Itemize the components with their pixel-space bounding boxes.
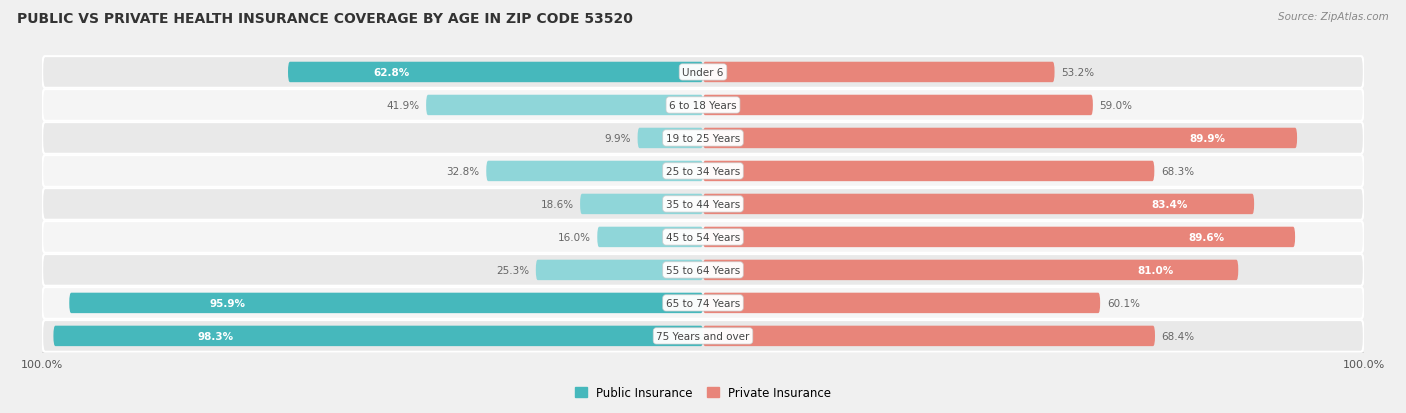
Text: 25.3%: 25.3% bbox=[496, 265, 529, 275]
Text: 16.0%: 16.0% bbox=[558, 233, 591, 242]
FancyBboxPatch shape bbox=[42, 123, 1364, 154]
FancyBboxPatch shape bbox=[637, 128, 703, 149]
FancyBboxPatch shape bbox=[42, 287, 1364, 319]
FancyBboxPatch shape bbox=[288, 63, 703, 83]
FancyBboxPatch shape bbox=[42, 189, 1364, 220]
Text: 9.9%: 9.9% bbox=[605, 134, 631, 144]
Text: PUBLIC VS PRIVATE HEALTH INSURANCE COVERAGE BY AGE IN ZIP CODE 53520: PUBLIC VS PRIVATE HEALTH INSURANCE COVER… bbox=[17, 12, 633, 26]
FancyBboxPatch shape bbox=[53, 326, 703, 346]
Text: 6 to 18 Years: 6 to 18 Years bbox=[669, 101, 737, 111]
FancyBboxPatch shape bbox=[703, 326, 1154, 346]
FancyBboxPatch shape bbox=[42, 57, 1364, 88]
Text: 45 to 54 Years: 45 to 54 Years bbox=[666, 233, 740, 242]
FancyBboxPatch shape bbox=[703, 194, 1254, 215]
Text: 60.1%: 60.1% bbox=[1107, 298, 1140, 308]
FancyBboxPatch shape bbox=[703, 161, 1154, 182]
FancyBboxPatch shape bbox=[703, 128, 1298, 149]
Text: 98.3%: 98.3% bbox=[198, 331, 233, 341]
Text: 68.4%: 68.4% bbox=[1161, 331, 1195, 341]
FancyBboxPatch shape bbox=[42, 254, 1364, 286]
FancyBboxPatch shape bbox=[703, 227, 1295, 247]
Legend: Public Insurance, Private Insurance: Public Insurance, Private Insurance bbox=[571, 381, 835, 404]
Text: 18.6%: 18.6% bbox=[540, 199, 574, 209]
Text: 35 to 44 Years: 35 to 44 Years bbox=[666, 199, 740, 209]
FancyBboxPatch shape bbox=[703, 293, 1099, 313]
Text: 32.8%: 32.8% bbox=[447, 166, 479, 176]
Text: 83.4%: 83.4% bbox=[1152, 199, 1188, 209]
Text: 53.2%: 53.2% bbox=[1062, 68, 1094, 78]
FancyBboxPatch shape bbox=[536, 260, 703, 280]
Text: 68.3%: 68.3% bbox=[1161, 166, 1194, 176]
FancyBboxPatch shape bbox=[598, 227, 703, 247]
Text: 65 to 74 Years: 65 to 74 Years bbox=[666, 298, 740, 308]
FancyBboxPatch shape bbox=[42, 320, 1364, 352]
Text: 89.6%: 89.6% bbox=[1188, 233, 1225, 242]
Text: 81.0%: 81.0% bbox=[1137, 265, 1174, 275]
Text: 41.9%: 41.9% bbox=[387, 101, 419, 111]
Text: Under 6: Under 6 bbox=[682, 68, 724, 78]
FancyBboxPatch shape bbox=[486, 161, 703, 182]
FancyBboxPatch shape bbox=[42, 221, 1364, 253]
FancyBboxPatch shape bbox=[42, 156, 1364, 188]
Text: 19 to 25 Years: 19 to 25 Years bbox=[666, 134, 740, 144]
Text: 75 Years and over: 75 Years and over bbox=[657, 331, 749, 341]
FancyBboxPatch shape bbox=[42, 90, 1364, 121]
Text: 62.8%: 62.8% bbox=[374, 68, 411, 78]
FancyBboxPatch shape bbox=[703, 63, 1054, 83]
FancyBboxPatch shape bbox=[703, 95, 1092, 116]
Text: 95.9%: 95.9% bbox=[209, 298, 246, 308]
FancyBboxPatch shape bbox=[581, 194, 703, 215]
Text: 25 to 34 Years: 25 to 34 Years bbox=[666, 166, 740, 176]
Text: 59.0%: 59.0% bbox=[1099, 101, 1132, 111]
Text: 89.9%: 89.9% bbox=[1189, 134, 1226, 144]
FancyBboxPatch shape bbox=[426, 95, 703, 116]
Text: 55 to 64 Years: 55 to 64 Years bbox=[666, 265, 740, 275]
Text: Source: ZipAtlas.com: Source: ZipAtlas.com bbox=[1278, 12, 1389, 22]
FancyBboxPatch shape bbox=[703, 260, 1239, 280]
FancyBboxPatch shape bbox=[69, 293, 703, 313]
